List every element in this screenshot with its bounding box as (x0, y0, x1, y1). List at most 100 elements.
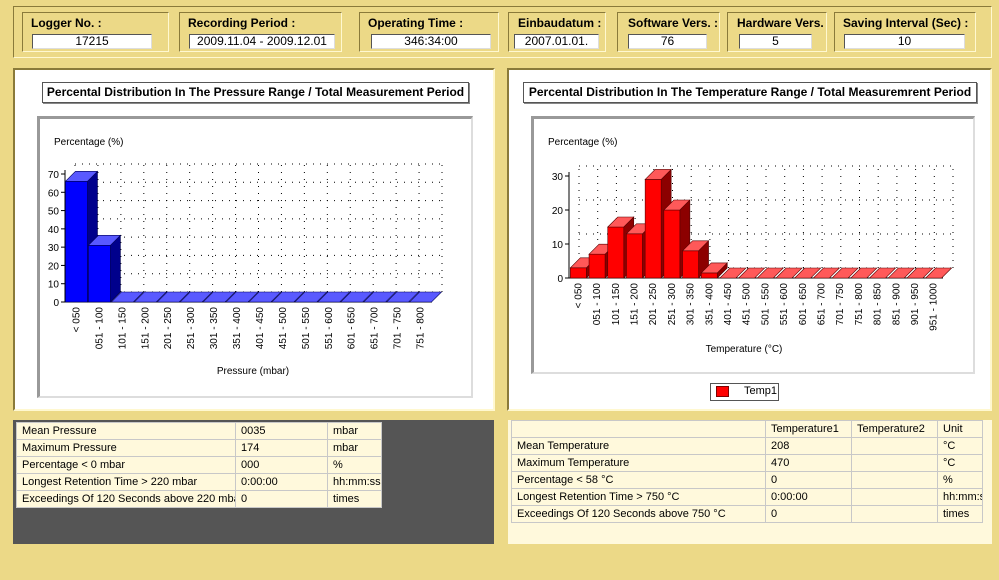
pressure-chart-title: Percental Distribution In The Pressure R… (42, 82, 469, 103)
x-tick-label: 701 - 750 (835, 283, 846, 326)
bar-top (700, 262, 728, 274)
x-tick-label: 201 - 250 (648, 283, 659, 326)
temperature-table-cell: 0 (765, 471, 852, 489)
y-tick-label: 0 (53, 298, 59, 309)
recording-period-box: Recording Period : 2009.11.04 - 2009.12.… (179, 12, 342, 52)
x-tick-label: 251 - 300 (186, 307, 197, 350)
y-tick-label: 10 (552, 240, 564, 251)
temperature-table-cell: 0 (765, 505, 852, 523)
pressure-table-cell: Exceedings Of 120 Seconds above 220 mba (16, 490, 236, 508)
bar (570, 267, 587, 279)
x-tick-label: 201 - 250 (163, 307, 174, 350)
temperature-chart-panel: Percental Distribution In The Temperatur… (507, 68, 992, 411)
y-tick-label: 20 (48, 261, 60, 272)
temperature-legend: Temp1 (710, 383, 779, 401)
temperature-stats-table: Temperature1 Temperature2 Unit Mean Tempera… (511, 420, 983, 523)
recording-period-field[interactable]: 2009.11.04 - 2009.12.01 (189, 34, 335, 49)
bar-top (737, 267, 766, 279)
temperature-table-cell: Mean Temperature (511, 437, 766, 455)
logger-no-box: Logger No. : 17215 (22, 12, 169, 52)
bar-top (385, 291, 420, 303)
temperature-table-row: Mean Temperature 208 °C (511, 437, 983, 455)
bar-top (156, 291, 190, 303)
x-tick-label: 801 - 850 (873, 283, 884, 326)
saving-interval-box: Saving Interval (Sec) : 10 (834, 12, 976, 52)
operating-time-field[interactable]: 346:34:00 (371, 34, 491, 49)
x-tick-label: 351 - 400 (704, 283, 715, 326)
pressure-stats-table: Mean Pressure 0035 mbar Maximum Pressure 174… (16, 422, 382, 508)
hardware-vers-label: Hardware Vers. (737, 16, 824, 30)
bar-top (607, 216, 635, 228)
x-tick-label: 601 - 650 (347, 307, 358, 350)
temperature-table-cell: °C (937, 454, 983, 472)
y-axis-label: Percentage (%) (548, 137, 617, 148)
y-tick-label: 0 (557, 274, 563, 285)
bar (644, 179, 662, 279)
pressure-table-cell: 000 (235, 456, 328, 474)
bar-top (225, 291, 259, 303)
temperature-table-cell: °C (937, 437, 983, 455)
bar-top (179, 291, 213, 303)
einbaudatum-box: Einbaudatum : 2007.01.01. (508, 12, 606, 52)
logger-no-label: Logger No. : (31, 16, 102, 30)
bar (607, 226, 625, 279)
einbaudatum-field[interactable]: 2007.01.01. (514, 34, 599, 49)
bar-side (110, 234, 121, 303)
temperature-table-cell: Unit (937, 420, 983, 438)
temperature-table-row: Exceedings Of 120 Seconds above 750 °C 0 t… (511, 505, 983, 523)
temperature-table-cell: Percentage < 58 °C (511, 471, 766, 489)
pressure-table-row: Mean Pressure 0035 mbar (16, 422, 382, 440)
bar-top (887, 267, 915, 279)
pressure-table-cell: hh:mm:ss (327, 473, 382, 491)
temperature-table-header-row: Temperature1 Temperature2 Unit (511, 420, 983, 438)
pressure-table-cell: Maximum Pressure (16, 439, 236, 457)
y-tick-label: 60 (48, 188, 60, 199)
x-tick-label: 451 - 500 (278, 307, 289, 350)
pressure-table-cell: mbar (327, 439, 382, 457)
x-tick-label: 351 - 400 (232, 307, 243, 350)
bar (88, 245, 111, 303)
temperature-table-cell (851, 454, 938, 472)
temperature-table-cell: hh:mm:s (937, 488, 983, 506)
temperature-table-cell: % (937, 471, 983, 489)
x-tick-label: 651 - 700 (816, 283, 827, 326)
x-tick-label: 251 - 300 (667, 283, 678, 326)
bar-top (362, 291, 397, 303)
logger-no-field[interactable]: 17215 (32, 34, 152, 49)
bar (700, 272, 718, 279)
bar-top (868, 267, 897, 279)
pressure-table-cell: Mean Pressure (16, 422, 236, 440)
saving-interval-field[interactable]: 10 (844, 34, 965, 49)
y-tick-label: 10 (48, 280, 60, 291)
operating-time-label: Operating Time : (368, 16, 464, 30)
saving-interval-label: Saving Interval (Sec) : (843, 16, 969, 30)
x-tick-label: 051 - 100 (94, 307, 105, 350)
legend-swatch-icon (716, 386, 729, 397)
temperature-table-cell: Temperature2 (851, 420, 938, 438)
bar-top (850, 267, 878, 279)
operating-time-box: Operating Time : 346:34:00 (359, 12, 499, 52)
pressure-table-cell: mbar (327, 422, 382, 440)
temperature-table-row: Longest Retention Time > 750 °C 0:00:00 hh… (511, 488, 983, 506)
pressure-stats-panel: Mean Pressure 0035 mbar Maximum Pressure 174… (13, 420, 494, 544)
bar-top (794, 267, 822, 279)
bar-top (924, 267, 953, 279)
y-tick-label: 40 (48, 225, 60, 236)
recording-period-label: Recording Period : (188, 16, 296, 30)
temperature-table-cell (851, 505, 938, 523)
bar-top (775, 267, 803, 279)
hardware-vers-field[interactable]: 5 (739, 34, 812, 49)
temperature-chart: 0 10 20 30 < 050 051 - 100 101 - 150 151 - 200 2… (548, 137, 954, 355)
bar-top (64, 171, 99, 182)
bar (682, 250, 699, 279)
temperature-stats-panel: Temperature1 Temperature2 Unit Mean Tempera… (508, 420, 992, 544)
pressure-table-row: Exceedings Of 120 Seconds above 220 mba 0… (16, 490, 382, 508)
x-tick-label: 901 - 950 (910, 283, 921, 326)
bar (663, 209, 681, 279)
bar-top (719, 267, 747, 279)
temperature-table-row: Percentage < 58 °C 0% (511, 471, 983, 489)
x-tick-label: 551 - 600 (779, 283, 790, 326)
bar-top (248, 291, 282, 303)
software-vers-box: Software Vers. : 76 (617, 12, 720, 52)
software-vers-field[interactable]: 76 (628, 34, 707, 49)
